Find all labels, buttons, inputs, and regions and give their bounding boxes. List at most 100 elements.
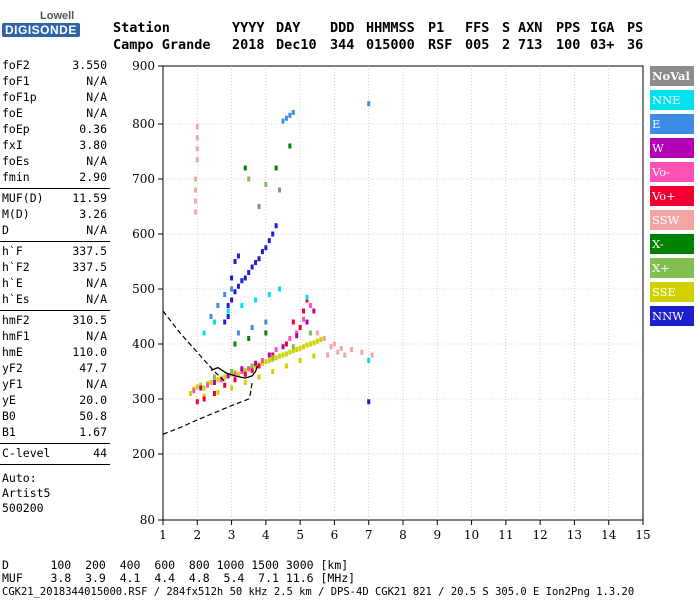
data-point-xminus	[264, 330, 268, 336]
param-value: N/A	[86, 74, 107, 88]
param-g1-3: foE N/A	[2, 106, 107, 122]
data-point-nne	[226, 308, 230, 314]
data-point-vominus	[260, 358, 264, 363]
data-point-nnw	[243, 275, 247, 281]
divider	[0, 241, 110, 242]
data-point-e	[291, 109, 295, 115]
param-name: h`F	[2, 244, 23, 258]
data-point-e	[216, 303, 220, 308]
header-value-s: 2	[502, 37, 511, 53]
data-point-xminus	[274, 165, 278, 171]
param-g1-7: fmin 2.90	[2, 170, 107, 186]
legend-item-xplus: X+	[650, 258, 694, 278]
data-point-ssw	[322, 336, 326, 341]
legend-item-noval: NoVal	[650, 66, 694, 86]
param-value: 110.0	[72, 345, 107, 359]
footer-distance-row: D 100 200 400 600 800 1000 1500 3000 [km…	[2, 558, 349, 572]
data-point-vominus	[295, 330, 299, 336]
header-label-station: Station	[113, 20, 170, 36]
x-tick-label: 7	[365, 528, 373, 542]
param-name: B1	[2, 425, 16, 439]
data-point-nnw	[247, 270, 251, 275]
param-value: 3.550	[72, 58, 107, 72]
param-value: N/A	[86, 223, 107, 237]
param-g2-0: MUF(D) 11.59	[2, 191, 107, 207]
auto-line-0: Auto:	[2, 471, 37, 485]
param-g1-2: foF1p N/A	[2, 90, 107, 106]
data-point-sse	[291, 348, 295, 354]
legend-item-nnw: NNW	[650, 306, 694, 326]
data-point-sse	[308, 341, 312, 347]
data-point-voplus	[302, 308, 306, 314]
param-name: yF1	[2, 377, 23, 391]
divider	[0, 464, 110, 465]
param-value: 20.0	[79, 393, 107, 407]
data-point-w	[267, 352, 271, 358]
data-point-sse	[188, 391, 192, 396]
param-name: foEp	[2, 122, 30, 136]
x-tick-label: 11	[498, 528, 513, 542]
data-point-noval	[257, 204, 261, 209]
param-value: 44	[93, 446, 107, 460]
footer-file-info: CGK21_2018344015000.RSF / 284fx512h 50 k…	[2, 586, 635, 598]
data-point-sse	[278, 353, 282, 359]
data-point-sse	[223, 374, 227, 380]
profile-curve-solid	[210, 365, 258, 379]
header-label-s: S	[502, 20, 511, 36]
params-panel: foF2 3.550 foF1 N/A foF1p N/A foE N/A foEp 0.36 fx…	[0, 58, 112, 533]
param-name: M(D)	[2, 207, 30, 221]
data-point-nnw	[223, 319, 227, 325]
header-label-pps: PPS	[556, 20, 581, 36]
param-g1-0: foF2 3.550	[2, 58, 107, 74]
data-point-sse	[264, 359, 268, 365]
data-point-nne	[240, 303, 244, 308]
profile-curve-dashed-lower	[162, 382, 253, 435]
data-point-sse	[288, 349, 292, 355]
param-clevel: C-level 44	[2, 446, 107, 462]
data-point-voplus	[305, 297, 309, 303]
data-point-ssw	[360, 349, 364, 355]
param-name: foF2	[2, 58, 30, 72]
legend-item-sse: SSE	[650, 282, 694, 302]
header-value-station: Campo Grande	[113, 37, 211, 53]
data-point-w	[212, 380, 216, 385]
data-point-nnw	[226, 314, 230, 319]
param-value: 3.80	[79, 138, 107, 152]
y-tick-label: 400	[132, 337, 155, 351]
y-tick-label: 500	[132, 282, 155, 296]
data-point-sse	[305, 342, 309, 348]
data-point-w	[305, 319, 309, 325]
param-value: 2.90	[79, 170, 107, 184]
data-point-sse	[202, 393, 206, 399]
data-point-ssw	[343, 352, 347, 358]
y-tick-label: 600	[132, 227, 155, 241]
data-point-xplus	[308, 330, 312, 336]
data-point-ssw	[194, 209, 198, 215]
data-point-voplus	[212, 391, 216, 396]
data-point-e	[236, 330, 240, 336]
param-g1-4: foEp 0.36	[2, 122, 107, 138]
data-point-noval	[278, 187, 282, 193]
data-point-sse	[298, 345, 302, 351]
data-point-sse	[230, 385, 234, 391]
data-point-xminus	[233, 341, 237, 347]
data-point-nnw	[260, 249, 264, 255]
data-point-nnw	[236, 283, 240, 289]
param-name: MUF(D)	[2, 191, 44, 205]
param-g1-1: foF1 N/A	[2, 74, 107, 90]
header-value-iga: 03+	[590, 37, 615, 53]
data-point-nnw	[240, 278, 244, 284]
data-point-e	[223, 292, 227, 297]
param-value: 47.7	[79, 361, 107, 375]
data-point-e	[250, 325, 254, 330]
param-name: h`F2	[2, 260, 30, 274]
param-g1-5: fxI 3.80	[2, 138, 107, 154]
param-value: 11.59	[72, 191, 107, 205]
param-g4-3: yF2 47.7	[2, 361, 107, 377]
header-value-ps: 36	[627, 37, 644, 53]
auto-line-1: Artist5	[2, 486, 51, 500]
param-value: 337.5	[72, 244, 107, 258]
data-point-nne	[254, 297, 258, 303]
legend-item-xminus: X-	[650, 234, 694, 254]
header-label-axn: AXN	[518, 20, 543, 36]
